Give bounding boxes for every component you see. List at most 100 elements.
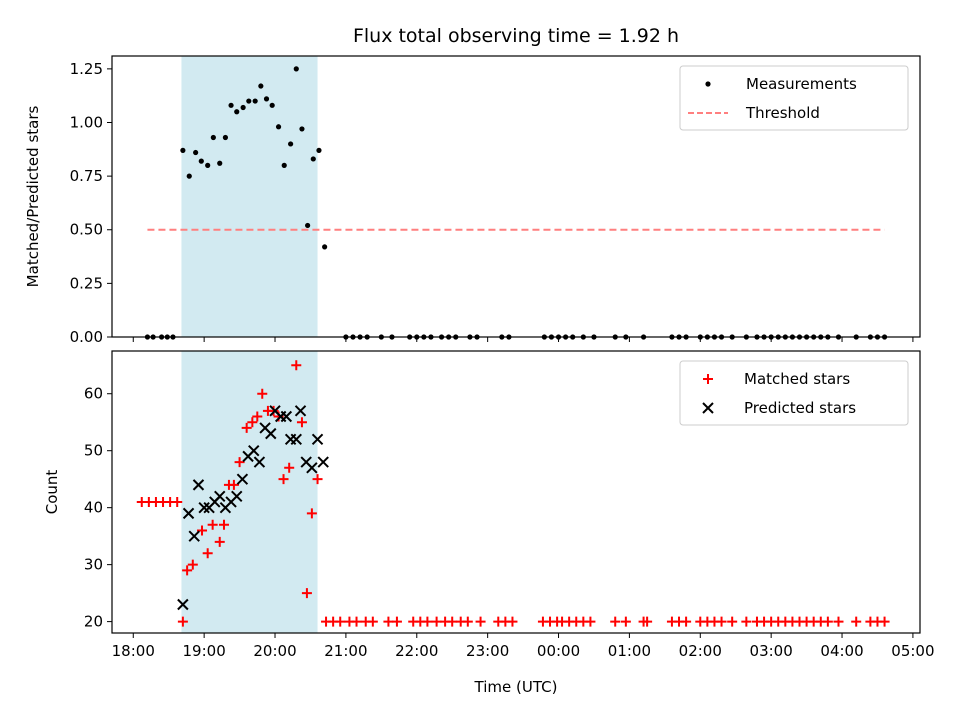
matched-star-point bbox=[228, 479, 239, 490]
matched-star-point bbox=[741, 616, 752, 627]
measurement-point bbox=[288, 141, 294, 147]
measurement-point bbox=[186, 173, 192, 179]
ratio-marks bbox=[144, 66, 888, 340]
matched-star-point bbox=[187, 559, 198, 570]
predicted-star-point bbox=[182, 507, 195, 520]
y-tick-label: 50 bbox=[84, 442, 103, 460]
x-tick-label: 04:00 bbox=[820, 642, 863, 660]
matched-star-point bbox=[172, 496, 183, 507]
measurement-point bbox=[193, 149, 199, 156]
shaded-interval-rect bbox=[181, 56, 318, 337]
measurement-point bbox=[252, 98, 258, 104]
matched-star-point bbox=[727, 616, 738, 627]
matched-star-point bbox=[585, 616, 596, 627]
predicted-star-point bbox=[317, 456, 329, 468]
matched-star-point bbox=[268, 405, 279, 416]
measurement-point bbox=[222, 134, 229, 141]
ratio-x-ticks bbox=[132, 337, 914, 342]
x-tick-label: 00:00 bbox=[537, 642, 580, 660]
matched-star-point bbox=[351, 616, 362, 627]
matched-star-point bbox=[716, 616, 727, 627]
predicted-star-point bbox=[290, 433, 302, 446]
matched-star-point bbox=[851, 616, 862, 627]
y-tick-label: 0.00 bbox=[70, 328, 103, 346]
legend-measurements-icon bbox=[705, 81, 711, 87]
shaded-interval bbox=[181, 56, 318, 337]
measurement-point bbox=[299, 126, 305, 132]
matched-star-point bbox=[241, 422, 252, 433]
measurement-point bbox=[316, 147, 322, 153]
predicted-star-point bbox=[198, 501, 210, 514]
predicted-star-point bbox=[253, 456, 266, 468]
measurement-point bbox=[275, 124, 282, 130]
matched-star-point bbox=[214, 536, 225, 547]
x-axis-label: Time (UTC) bbox=[474, 678, 558, 696]
matched-star-point bbox=[367, 616, 378, 627]
measurement-point bbox=[180, 147, 186, 153]
measurement-point bbox=[217, 160, 223, 166]
predicted-star-point bbox=[306, 462, 318, 474]
x-tick-label: 19:00 bbox=[183, 642, 226, 660]
matched-star-point bbox=[610, 616, 621, 627]
matched-star-point bbox=[642, 616, 653, 627]
ratio-y-ticks: 0.00 0.25 0.50 0.75 1.00 1.25 bbox=[70, 60, 112, 346]
matched-star-point bbox=[462, 616, 473, 627]
predicted-star-point bbox=[311, 433, 324, 446]
measurement-point bbox=[228, 102, 234, 108]
count-marks bbox=[136, 360, 890, 627]
matched-star-point bbox=[207, 519, 218, 530]
matched-star-point bbox=[278, 474, 289, 485]
ratio-legend-box bbox=[679, 65, 909, 131]
y-tick-label: 0.75 bbox=[70, 167, 103, 185]
matched-star-point bbox=[620, 616, 631, 627]
matched-star-point bbox=[312, 474, 323, 485]
measurement-point bbox=[305, 222, 311, 229]
matched-star-point bbox=[507, 616, 518, 627]
count-legend: Matched stars Predicted stars bbox=[679, 360, 909, 426]
x-tick-label: 01:00 bbox=[608, 642, 651, 660]
matched-star-point bbox=[822, 616, 833, 627]
predicted-star-point bbox=[280, 410, 293, 423]
ratio-legend: Measurements Threshold bbox=[679, 65, 909, 131]
matched-star-point bbox=[182, 565, 193, 576]
predicted-star-point bbox=[192, 479, 205, 491]
measurement-point bbox=[234, 109, 240, 115]
matched-star-point bbox=[383, 616, 394, 627]
matched-star-point bbox=[335, 616, 346, 627]
matched-star-point bbox=[197, 525, 208, 536]
y-tick-label: 0.50 bbox=[70, 221, 103, 239]
shaded-interval-rect bbox=[181, 351, 318, 633]
count-axes-frame bbox=[111, 350, 921, 634]
y-tick-label: 0.25 bbox=[70, 274, 103, 292]
matched-star-point bbox=[284, 462, 295, 473]
matched-star-point bbox=[177, 616, 188, 627]
measurement-point bbox=[258, 83, 264, 89]
matched-star-point bbox=[306, 508, 317, 519]
x-tick-label: 23:00 bbox=[466, 642, 509, 660]
count-panel: 20 30 40 50 60 18:00 19:00 20:00 21:00 22:00 23:0… bbox=[43, 350, 935, 660]
legend-threshold-label: Threshold bbox=[745, 104, 820, 122]
y-tick-label: 1.25 bbox=[70, 60, 103, 78]
matched-star-point bbox=[247, 417, 258, 428]
x-tick-label: 21:00 bbox=[324, 642, 367, 660]
predicted-star-point bbox=[231, 490, 243, 502]
matched-star-point bbox=[833, 616, 844, 627]
measurement-point bbox=[240, 104, 246, 111]
predicted-star-point bbox=[294, 405, 307, 417]
measurement-point bbox=[269, 102, 275, 108]
chart-title: Flux total observing time = 1.92 h bbox=[353, 25, 679, 47]
matched-star-point bbox=[475, 616, 486, 627]
matched-star-point bbox=[447, 616, 458, 627]
measurement-point bbox=[205, 162, 211, 168]
matched-star-point bbox=[252, 411, 263, 422]
predicted-star-point bbox=[188, 530, 200, 542]
x-tick-label: 22:00 bbox=[395, 642, 438, 660]
measurement-point bbox=[246, 98, 252, 104]
matched-star-point bbox=[257, 388, 268, 399]
measurement-point bbox=[263, 96, 270, 102]
count-y-ticks: 20 30 40 50 60 bbox=[84, 385, 112, 631]
legend-measurements-label: Measurements bbox=[746, 75, 857, 93]
y-tick-label: 1.00 bbox=[70, 113, 103, 131]
predicted-star-point bbox=[214, 490, 226, 502]
measurement-point bbox=[293, 66, 299, 72]
